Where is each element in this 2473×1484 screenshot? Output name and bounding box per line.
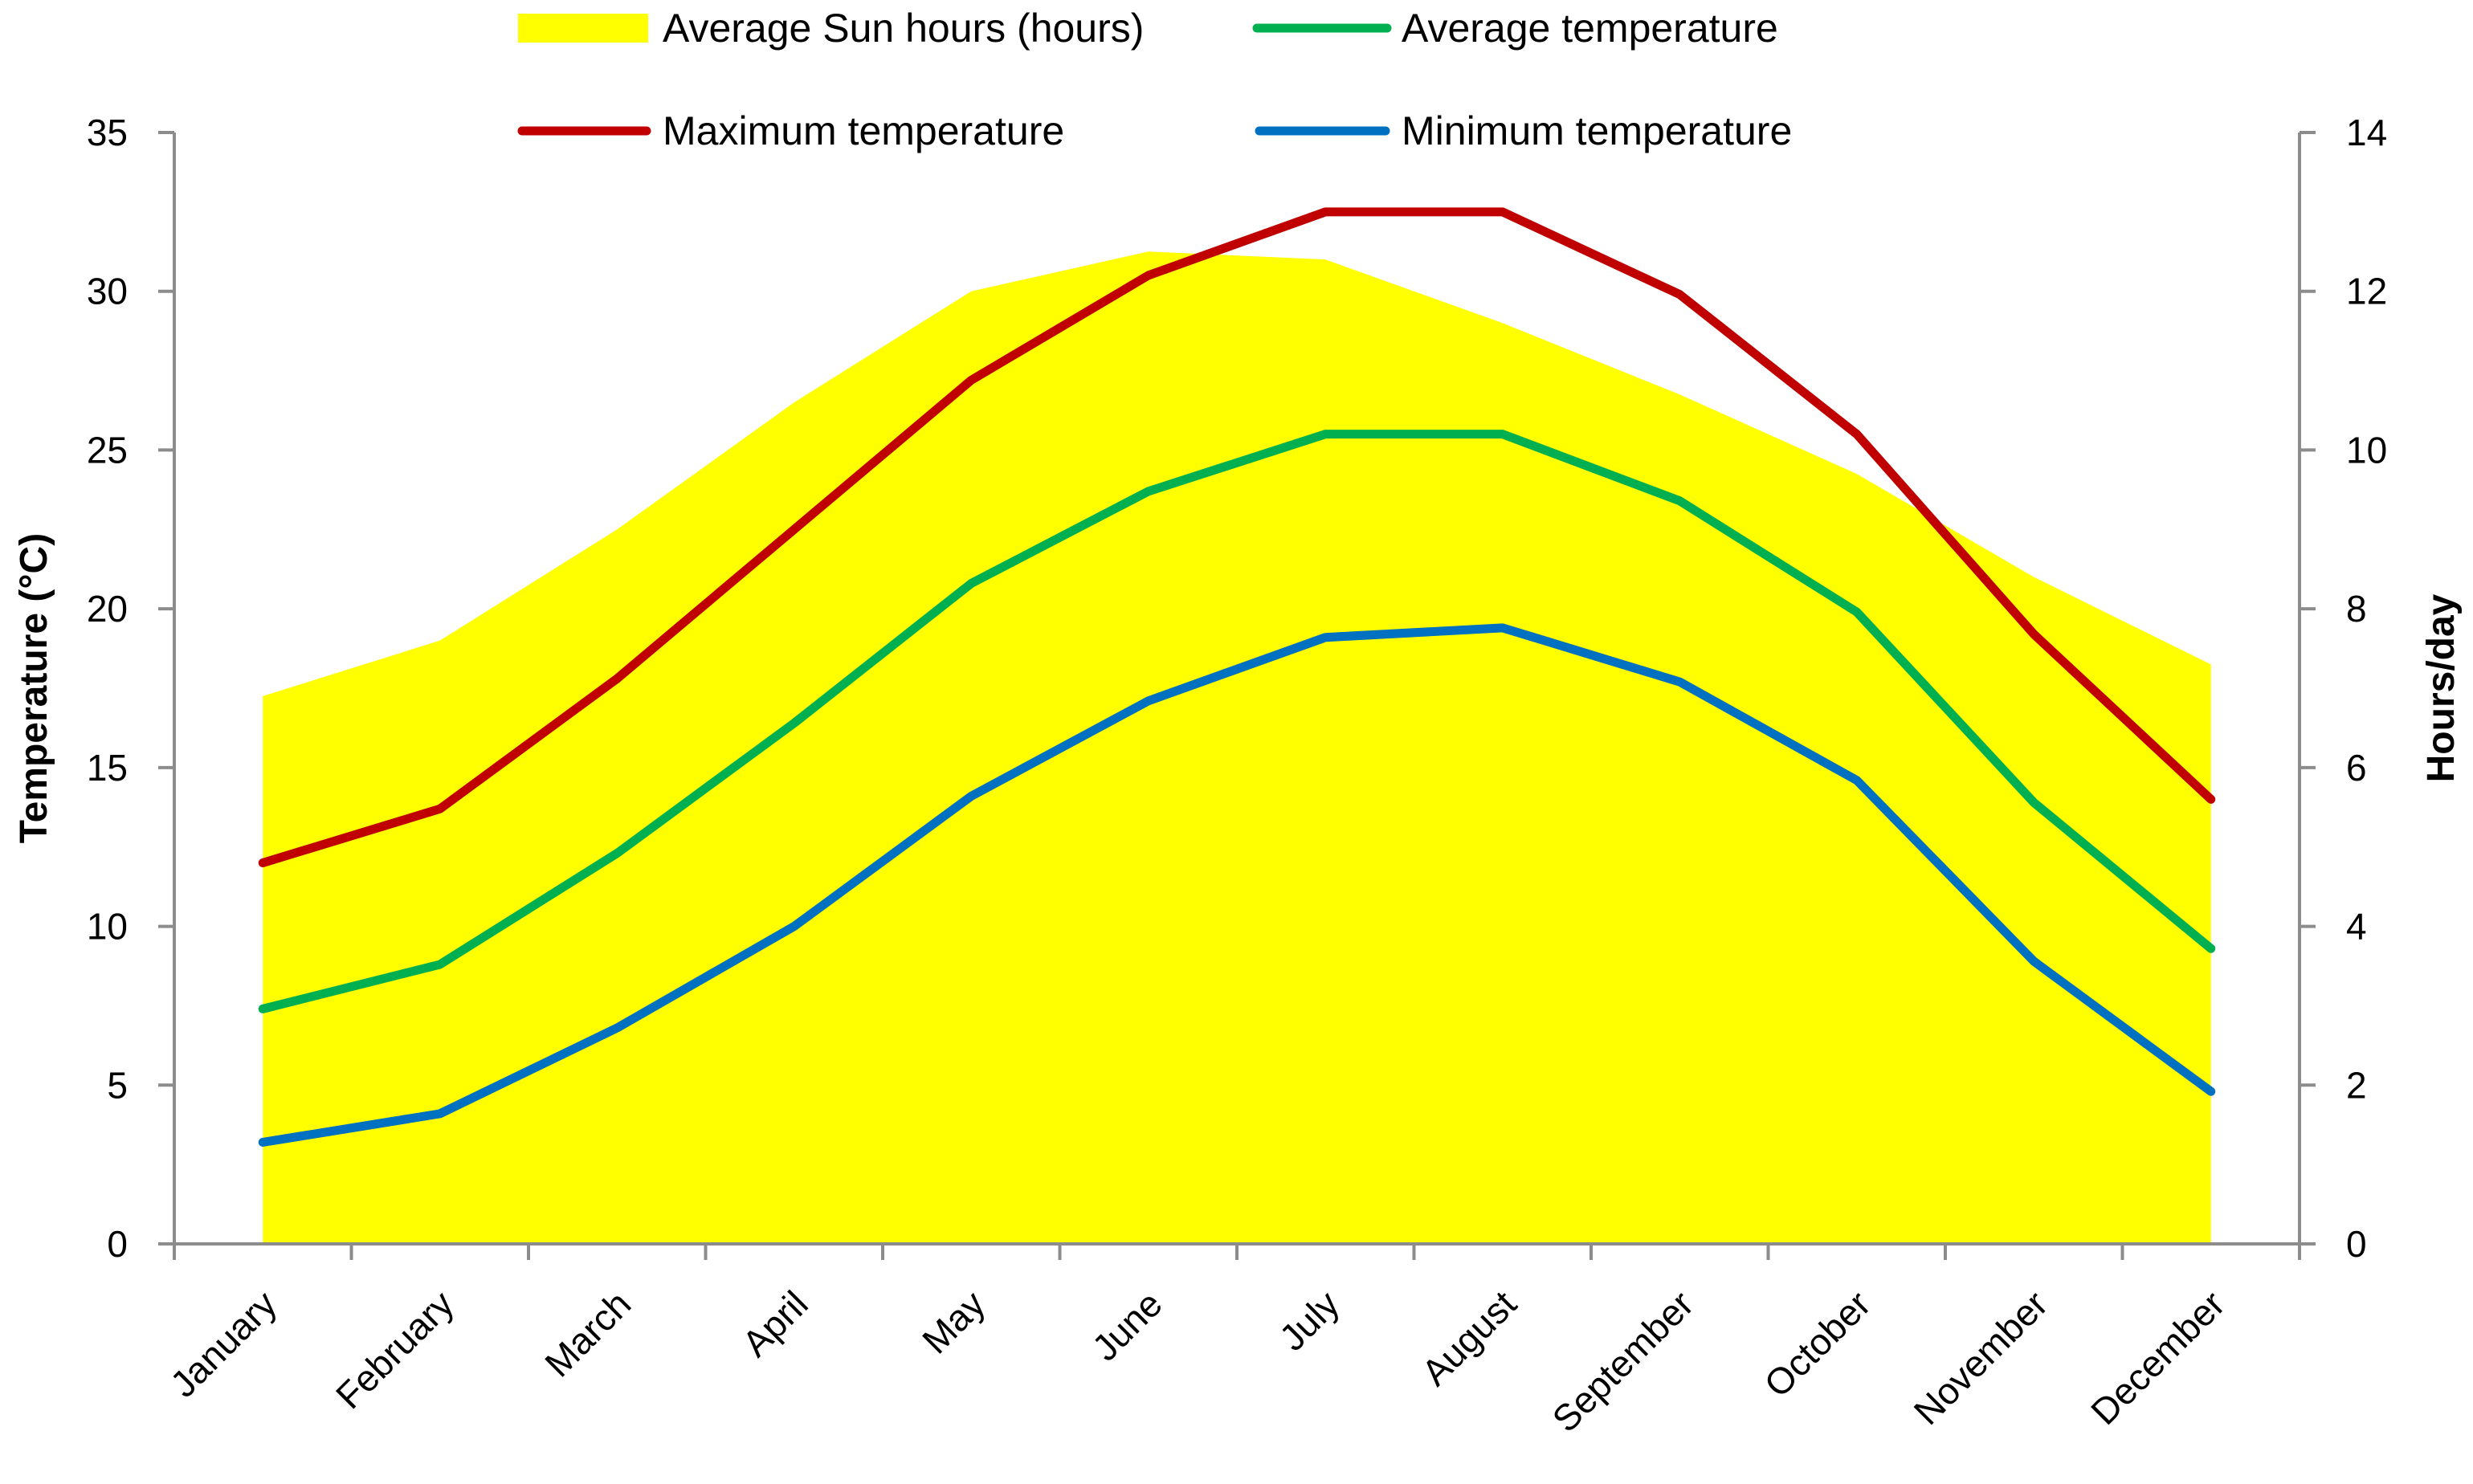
right-tick-label: 6 <box>2346 747 2367 789</box>
left-axis-title: Temperature (°C) <box>13 533 55 843</box>
x-category-label: May <box>914 1282 993 1361</box>
left-axis-ticks: 0 5 10 15 20 25 30 35 <box>87 112 174 1265</box>
left-tick-label: 15 <box>87 747 128 789</box>
right-tick-label: 2 <box>2346 1064 2367 1106</box>
x-category-label: December <box>2083 1282 2233 1433</box>
sun-hours-area <box>263 251 2211 1245</box>
right-axis-ticks: 0 2 4 6 8 10 12 14 <box>2300 112 2387 1265</box>
x-category-label: October <box>1756 1282 1878 1404</box>
right-tick-label: 8 <box>2346 588 2367 630</box>
x-axis-ticks: January February March April May June July Augu… <box>162 1244 2301 1440</box>
left-tick-label: 10 <box>87 906 128 948</box>
minimum-temperature-line <box>258 623 2216 1147</box>
average-temperature-line <box>258 430 2216 1013</box>
x-category-label: August <box>1414 1282 1524 1393</box>
legend-label-average-temperature: Average temperature <box>1402 6 1778 51</box>
left-tick-label: 30 <box>87 271 128 312</box>
x-category-label: March <box>537 1282 639 1384</box>
x-category-label: July <box>1271 1282 1348 1359</box>
right-axis-title: Hours/day <box>2420 593 2463 782</box>
legend-label-maximum-temperature: Maximum temperature <box>663 108 1064 153</box>
maximum-temperature-line <box>258 207 2216 867</box>
x-category-label: February <box>328 1282 462 1417</box>
left-tick-label: 5 <box>107 1064 128 1106</box>
right-tick-label: 4 <box>2346 906 2367 948</box>
right-tick-label: 14 <box>2346 112 2387 153</box>
right-tick-label: 10 <box>2346 429 2387 471</box>
x-category-label: September <box>1544 1282 1701 1440</box>
x-category-label: November <box>1906 1282 2056 1433</box>
right-tick-label: 12 <box>2346 271 2387 312</box>
legend-label-sun-hours: Average Sun hours (hours) <box>663 6 1144 51</box>
left-tick-label: 25 <box>87 429 128 471</box>
left-tick-label: 35 <box>87 112 128 153</box>
x-category-label: June <box>1084 1282 1170 1368</box>
legend: Average Sun hours (hours) Average temper… <box>517 6 1792 153</box>
x-category-label: January <box>162 1282 284 1404</box>
right-tick-label: 0 <box>2346 1223 2367 1265</box>
legend-swatch-sun-hours <box>518 14 648 43</box>
legend-label-minimum-temperature: Minimum temperature <box>1402 108 1792 153</box>
left-tick-label: 20 <box>87 588 128 630</box>
left-tick-label: 0 <box>107 1223 128 1265</box>
x-category-label: April <box>734 1282 816 1364</box>
